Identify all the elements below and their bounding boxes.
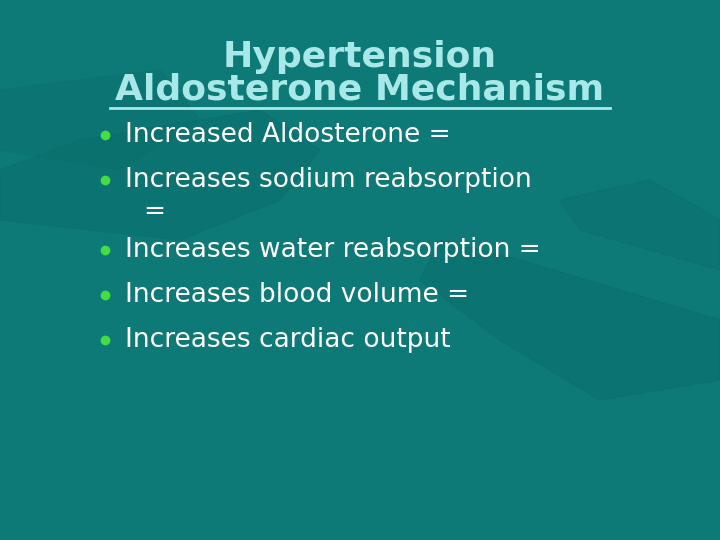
Text: Increases sodium reabsorption: Increases sodium reabsorption [125, 167, 532, 193]
Text: =: = [143, 199, 165, 225]
Text: Increases water reabsorption =: Increases water reabsorption = [125, 237, 541, 263]
Polygon shape [560, 180, 720, 270]
Text: Increased Aldosterone =: Increased Aldosterone = [125, 122, 451, 148]
Text: Aldosterone Mechanism: Aldosterone Mechanism [115, 72, 605, 106]
Text: Hypertension: Hypertension [223, 40, 497, 74]
Polygon shape [0, 70, 200, 170]
Text: Increases blood volume =: Increases blood volume = [125, 282, 469, 308]
Polygon shape [420, 240, 720, 400]
Polygon shape [0, 110, 320, 240]
Text: Increases cardiac output: Increases cardiac output [125, 327, 451, 353]
